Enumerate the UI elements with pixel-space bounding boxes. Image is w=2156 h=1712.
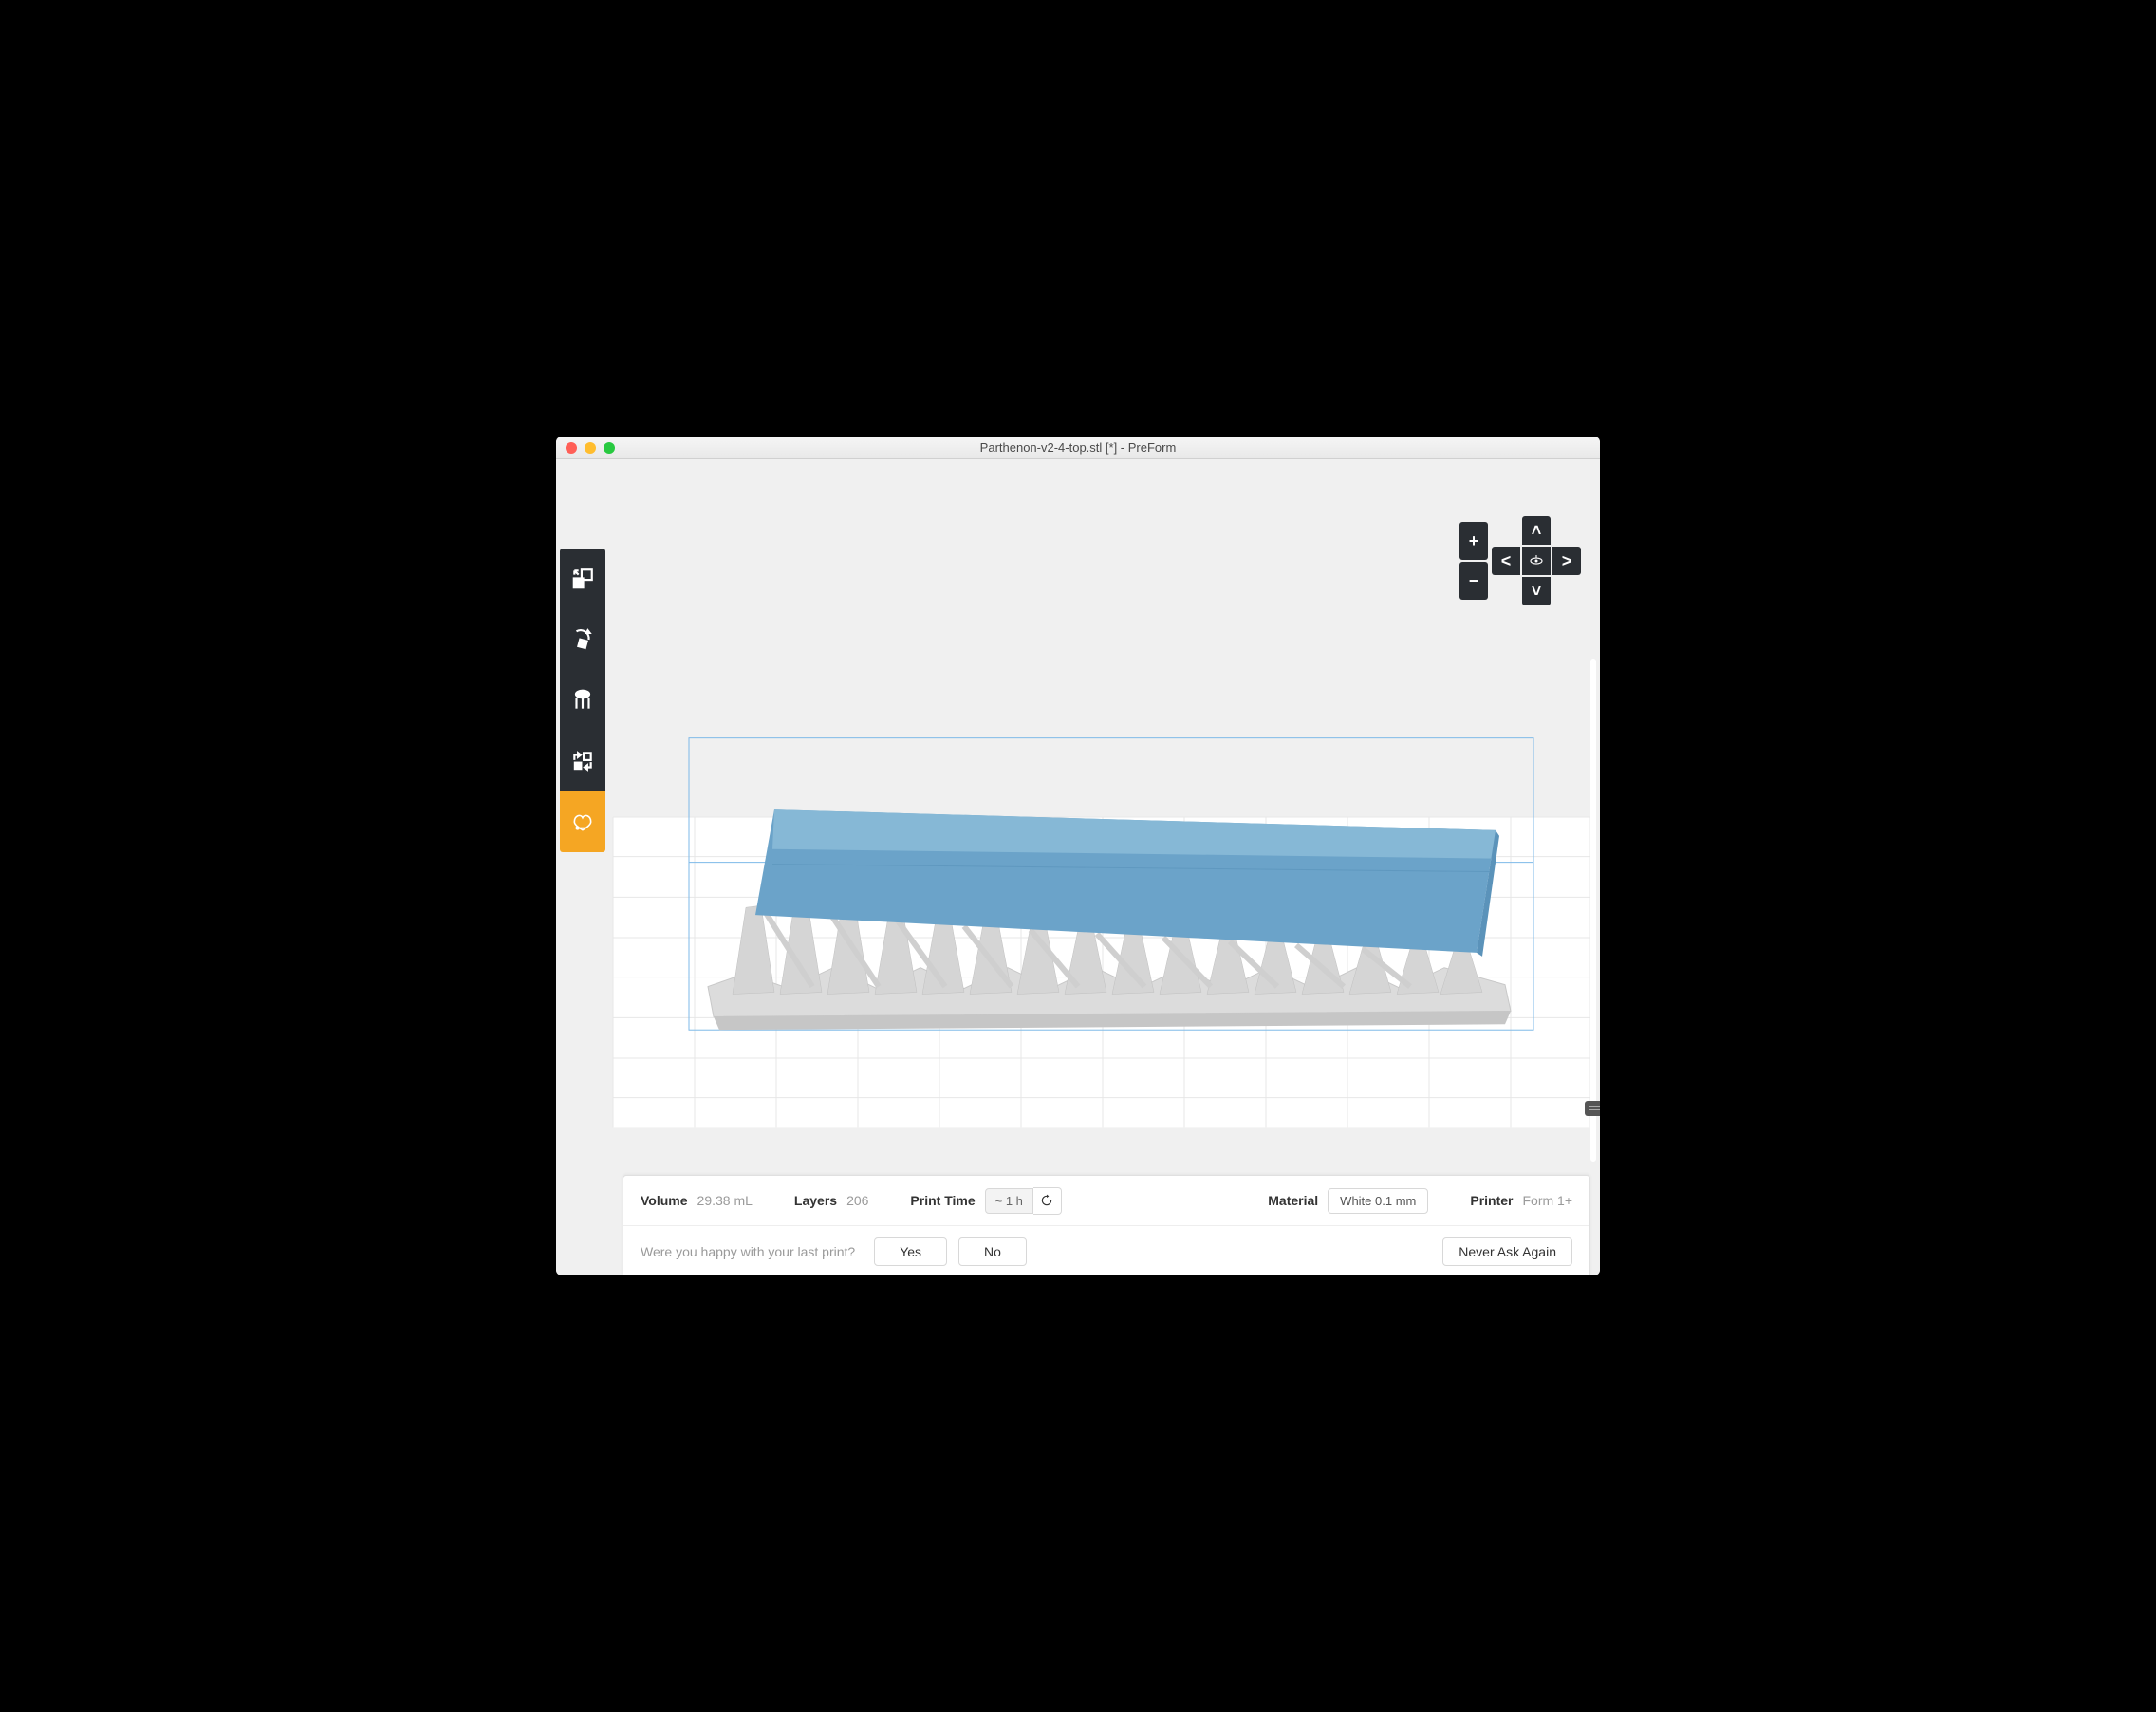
title-bar: Parthenon-v2-4-top.stl [*] - PreForm <box>556 437 1600 459</box>
zoom-button[interactable] <box>604 442 615 454</box>
printer-readout: Printer Form 1+ <box>1470 1193 1572 1208</box>
layer-slider-handle[interactable] <box>1585 1101 1600 1116</box>
layers-label: Layers <box>794 1193 837 1208</box>
feedback-never-button[interactable]: Never Ask Again <box>1442 1237 1572 1266</box>
content: + − ˄ ˅ < > Volume 29.38 mL La <box>556 459 1600 1275</box>
orbit-center-button[interactable] <box>1522 547 1551 575</box>
layer-slider-track[interactable] <box>1590 659 1596 1162</box>
feedback-yes-button[interactable]: Yes <box>874 1237 947 1266</box>
refresh-icon <box>1040 1194 1053 1207</box>
layers-readout: Layers 206 <box>794 1193 869 1208</box>
print-time-label: Print Time <box>910 1193 975 1208</box>
app-window: Parthenon-v2-4-top.stl [*] - PreForm <box>556 437 1600 1275</box>
material-label: Material <box>1268 1193 1318 1208</box>
scale-tool[interactable] <box>560 549 605 609</box>
bottom-panel: Volume 29.38 mL Layers 206 Print Time ~ … <box>623 1175 1590 1275</box>
layout-tool[interactable] <box>560 731 605 791</box>
view-controls: + − ˄ ˅ < > <box>1459 516 1581 605</box>
feedback-question: Were you happy with your last print? <box>641 1244 855 1259</box>
status-row: Volume 29.38 mL Layers 206 Print Time ~ … <box>623 1176 1589 1226</box>
viewport-3d[interactable] <box>556 459 1600 1175</box>
one-click-print[interactable] <box>560 791 605 852</box>
material-readout: Material White 0.1 mm <box>1268 1188 1428 1214</box>
volume-value: 29.38 mL <box>697 1193 753 1208</box>
window-controls <box>566 442 615 454</box>
volume-readout: Volume 29.38 mL <box>641 1193 753 1208</box>
material-select[interactable]: White 0.1 mm <box>1328 1188 1428 1214</box>
refresh-print-time-button[interactable] <box>1033 1187 1062 1215</box>
orbit-left-button[interactable]: < <box>1492 547 1520 575</box>
window-title: Parthenon-v2-4-top.stl [*] - PreForm <box>556 440 1600 455</box>
orbit-icon <box>1528 552 1545 569</box>
left-toolbar <box>560 549 605 852</box>
feedback-no-button[interactable]: No <box>958 1237 1027 1266</box>
orbit-down-button[interactable]: ˅ <box>1522 577 1551 605</box>
zoom-out-button[interactable]: − <box>1459 562 1488 600</box>
printer-label: Printer <box>1470 1193 1513 1208</box>
printer-value: Form 1+ <box>1522 1193 1572 1208</box>
layers-value: 206 <box>846 1193 868 1208</box>
minimize-button[interactable] <box>585 442 596 454</box>
print-time-value: ~ 1 h <box>985 1188 1033 1214</box>
orbit-up-button[interactable]: ˄ <box>1522 516 1551 545</box>
orbit-right-button[interactable]: > <box>1552 547 1581 575</box>
close-button[interactable] <box>566 442 577 454</box>
supports-tool[interactable] <box>560 670 605 731</box>
zoom-in-button[interactable]: + <box>1459 522 1488 560</box>
scene-svg <box>556 459 1600 1175</box>
feedback-row: Were you happy with your last print? Yes… <box>623 1226 1589 1275</box>
orient-tool[interactable] <box>560 609 605 670</box>
volume-label: Volume <box>641 1193 688 1208</box>
print-time-readout: Print Time ~ 1 h <box>910 1187 1061 1215</box>
